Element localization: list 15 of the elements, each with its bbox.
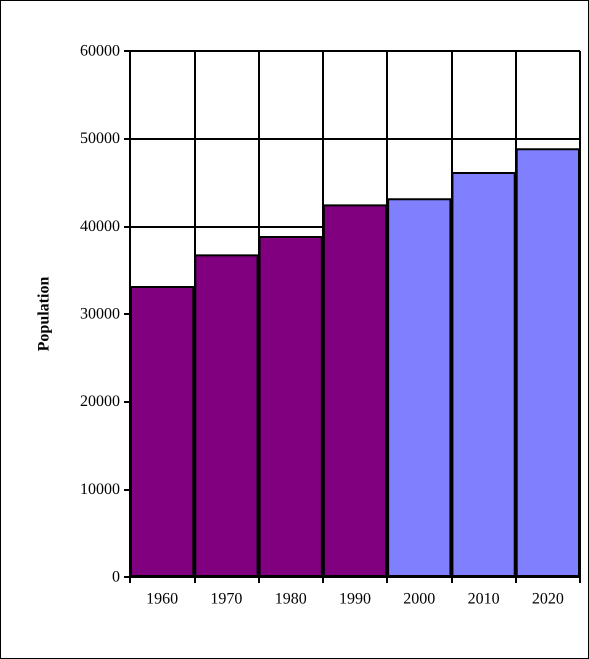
y-tick-label: 40000 [80,218,120,235]
x-tick-label: 1990 [339,590,371,608]
y-tick-label: 0 [112,568,120,586]
x-tick-label: 2010 [468,590,500,608]
x-tick-label: 1970 [210,590,242,608]
y-tick-label: 20000 [80,393,120,410]
y-axis-title: Population [36,276,52,352]
x-tick-label: 1980 [274,590,307,608]
y-tick-label: 50000 [80,130,120,148]
y-tick-label: 30000 [80,306,120,322]
y-tick-label: 10000 [80,480,120,498]
y-tick-label: 60000 [80,42,120,60]
x-tick-label: 2020 [532,590,564,608]
x-tick-label: 2000 [403,590,436,608]
x-tick-label: 1960 [146,590,178,608]
